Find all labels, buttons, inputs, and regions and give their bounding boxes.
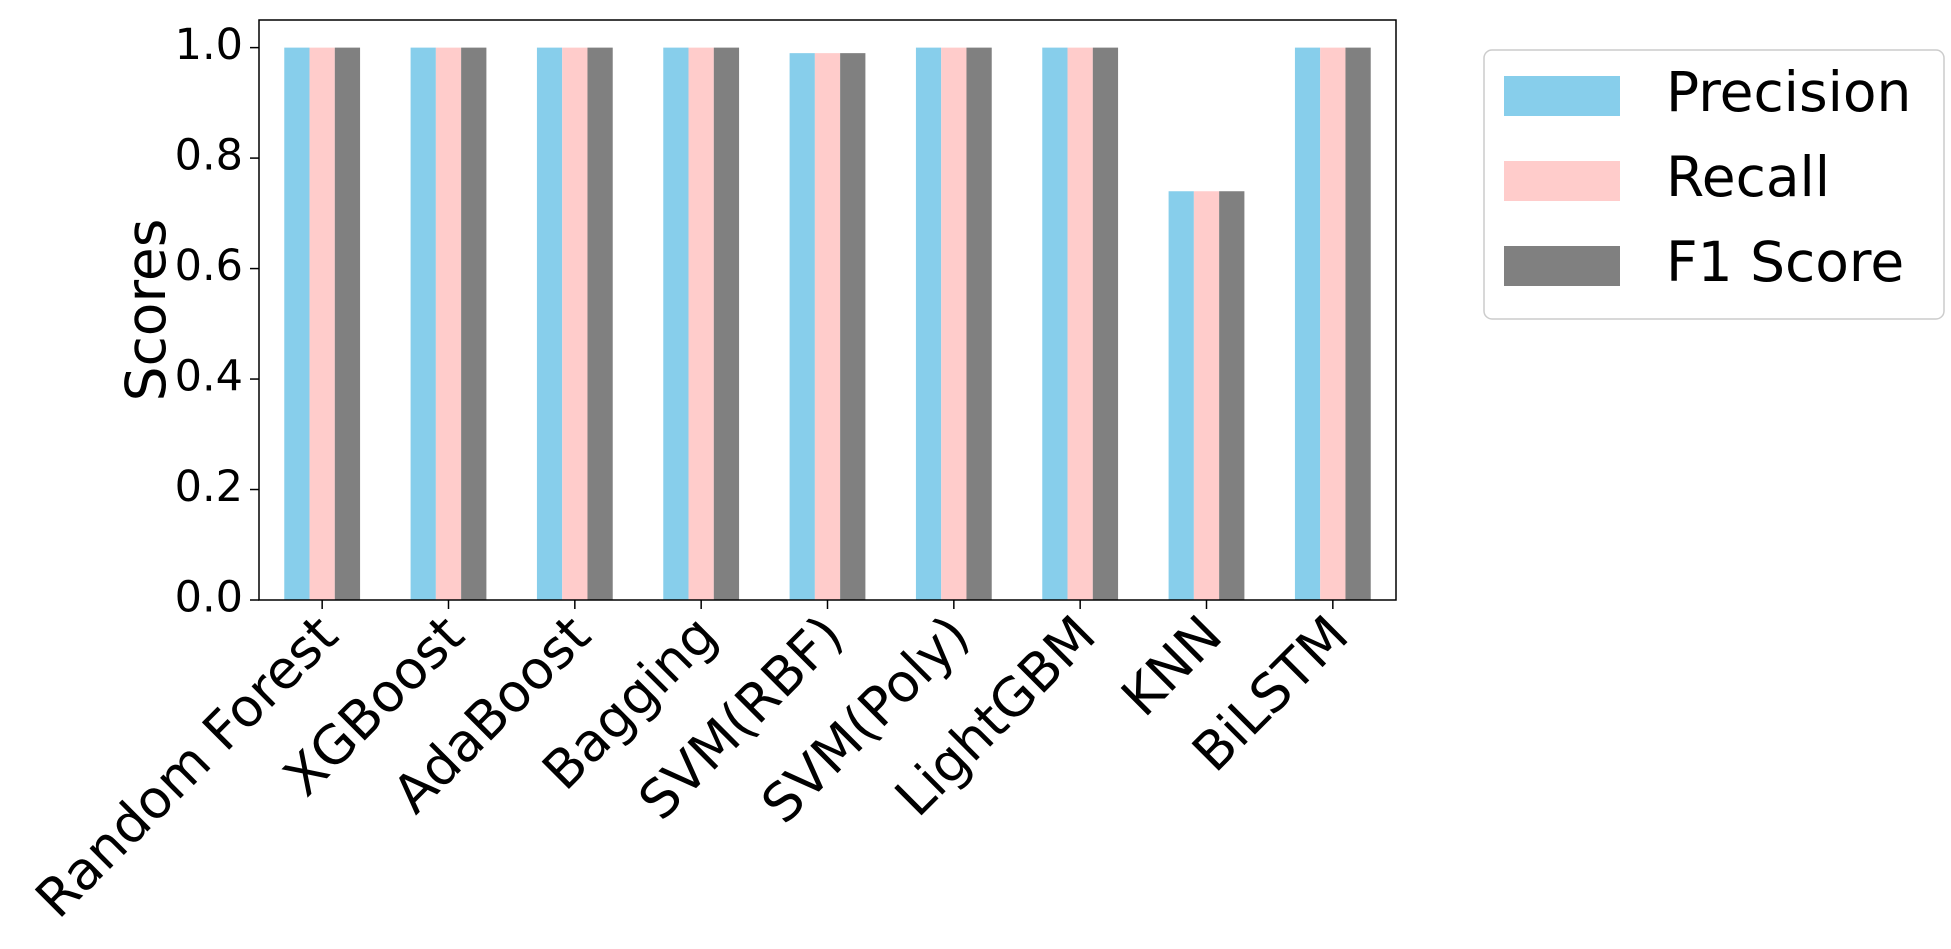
y-tick-label: 0.6 <box>175 241 243 291</box>
bar <box>334 47 361 601</box>
bar <box>562 47 588 601</box>
y-tick-label: 0.4 <box>175 352 243 402</box>
bar <box>1092 47 1119 601</box>
bar <box>966 47 992 601</box>
bar <box>410 47 436 601</box>
bar <box>536 47 563 601</box>
bar <box>1067 47 1093 601</box>
bar <box>309 47 335 601</box>
legend-label: Precision <box>1666 60 1911 124</box>
legend-swatch <box>1504 246 1620 286</box>
bar <box>1193 191 1220 600</box>
bar <box>587 47 613 601</box>
bar <box>941 47 967 601</box>
y-axis-label: Scores <box>114 219 178 402</box>
bar <box>1042 47 1068 601</box>
y-tick-label: 1.0 <box>175 20 243 70</box>
bar <box>840 53 866 600</box>
bar <box>713 47 740 601</box>
bar <box>284 47 310 601</box>
legend-swatch <box>1504 76 1620 116</box>
bar <box>1320 47 1346 601</box>
bar <box>789 53 815 600</box>
bar <box>435 47 462 601</box>
bar <box>1219 191 1245 600</box>
bar <box>1168 191 1194 600</box>
bar <box>461 47 487 601</box>
y-tick-label: 0.8 <box>175 131 243 181</box>
y-tick-label: 0.0 <box>175 573 243 623</box>
bar <box>663 47 689 601</box>
plot-frame <box>258 19 1397 601</box>
bar <box>1345 47 1371 601</box>
bar <box>1294 47 1321 601</box>
bar <box>915 47 942 601</box>
bar <box>814 53 841 600</box>
legend-label: Recall <box>1666 145 1830 209</box>
bar <box>688 47 714 601</box>
legend-swatch <box>1504 161 1620 201</box>
legend-label: F1 Score <box>1666 230 1904 294</box>
y-tick-label: 0.2 <box>175 462 243 512</box>
